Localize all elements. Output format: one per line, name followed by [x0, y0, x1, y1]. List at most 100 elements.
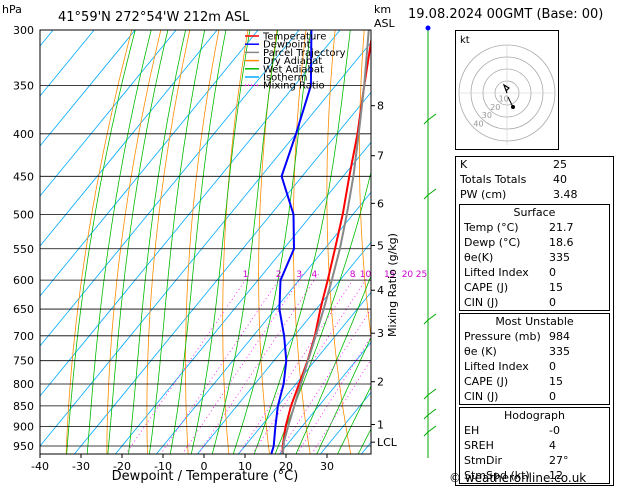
wet-adiabat-line: [169, 30, 227, 454]
km-tick-label: 5: [377, 239, 384, 252]
isotherm-line: [40, 30, 300, 347]
stat-row: CAPE (J) 15: [460, 374, 609, 389]
stat-value: 335: [549, 345, 570, 358]
asl-label: ASL: [374, 17, 396, 30]
parcel-trajectory-series: [281, 30, 370, 454]
km-tick-label: 7: [377, 150, 384, 163]
stat-label: Pressure (mb): [464, 330, 541, 343]
x-tick-label: 0: [201, 460, 208, 473]
dewpoint-series: [270, 30, 313, 454]
km-tick-label: 6: [377, 197, 384, 210]
stat-row: K 25: [456, 157, 613, 172]
stat-label: StmDir: [464, 454, 503, 467]
wind-barb: [423, 313, 437, 325]
isotherm-line: [40, 30, 136, 147]
surface-title: Surface: [513, 206, 556, 219]
isotherm-line: [278, 341, 371, 454]
isotherm-line: [40, 30, 95, 97]
stat-value: 21.7: [549, 221, 574, 234]
stat-label: StmSpd (kt): [464, 469, 530, 482]
x-tick-label: -10: [154, 460, 172, 473]
stat-row: Pressure (mb) 984: [460, 329, 609, 344]
pressure-tick-label: 600: [13, 274, 34, 287]
wet-adiabat-line: [337, 385, 371, 454]
mixing-ratio-label: 20: [402, 270, 414, 280]
hodograph-ring-label: 30: [482, 111, 492, 120]
pressure-tick-label: 300: [13, 24, 34, 37]
wet-adiabat-line: [295, 274, 371, 454]
isotherm-line: [40, 30, 259, 297]
mixing-ratio-label: 15: [384, 270, 395, 280]
x-axis-label: Dewpoint / Temperature (°C): [112, 469, 299, 484]
pressure-tick-label: 550: [13, 243, 34, 256]
km-tick-label: LCL: [377, 436, 398, 449]
stat-label: CAPE (J): [464, 375, 509, 388]
pressure-tick-label: 850: [13, 400, 34, 413]
stat-value: 3.48: [553, 188, 578, 201]
stat-label: SREH: [464, 439, 494, 452]
mixing-ratio-label: 25: [416, 270, 427, 280]
dry-adiabat-line: [623, 5, 629, 464]
temperature-axis: -40 -30 -20 -10 0 10 20 30: [31, 454, 334, 473]
km-axis: 8 7 6 5 4 3 2 1 LCL: [371, 100, 398, 449]
legend-label: Dry Adiabat: [263, 56, 322, 67]
dry-adiabat-line: [146, 30, 191, 454]
mixing-ratio-line: [238, 273, 357, 454]
hodograph-stats-box: Hodograph EH -0 SREH 4 StmDir 27° StmSpd (kt) 1…: [459, 407, 610, 484]
x-tick-label: 20: [279, 460, 293, 473]
stat-value: 27°: [549, 454, 569, 467]
isotherm-line: [40, 30, 177, 197]
km-tick-label: 8: [377, 100, 384, 113]
pressure-tick-label: 400: [13, 128, 34, 141]
km-tick-label: 1: [377, 418, 384, 431]
stat-value: 4: [549, 439, 556, 452]
legend-label: Wet Adiabat: [263, 64, 324, 75]
stat-row: EH -0: [460, 423, 609, 438]
wet-adiabat-line: [274, 170, 371, 454]
stat-value: 25: [553, 158, 567, 171]
temperature-series: [281, 35, 371, 454]
stat-label: CIN (J): [464, 296, 499, 309]
stat-value: 15: [549, 375, 563, 388]
legend-label: Isotherm: [263, 73, 307, 84]
stat-row: Totals Totals 40: [456, 172, 613, 187]
pressure-tick-label: 900: [13, 420, 34, 433]
km-tick-label: 2: [377, 376, 384, 389]
hodograph-trace: [502, 83, 510, 94]
stat-value: 40: [553, 173, 567, 186]
mixing-ratio-label: 8: [350, 270, 356, 280]
dry-adiabat-line: [326, 30, 352, 454]
x-tick-label: -20: [113, 460, 131, 473]
stat-value: 12: [549, 469, 563, 482]
pressure-tick-label: 500: [13, 208, 34, 221]
x-tick-label: -30: [72, 460, 90, 473]
stat-label: Dewp (°C): [464, 236, 521, 249]
stat-value: 15: [549, 281, 563, 294]
stat-label: θe(K): [464, 251, 494, 264]
stat-label: EH: [464, 424, 480, 437]
isotherm-line: [73, 91, 371, 454]
footer-credit: © weatheronline.co.uk: [449, 471, 587, 485]
stat-label: Totals Totals: [460, 173, 527, 186]
indices-panel: K 25 Totals Totals 40 PW (cm) 3.48 Surface Te…: [455, 156, 614, 486]
wind-barb-column: [423, 25, 437, 458]
stat-row: CAPE (J) 15: [460, 280, 609, 295]
wet-adiabat-line: [316, 336, 371, 454]
pressure-axis: 300 350 400 450 500 550 600 650 700 750 800 850 900 9…: [13, 24, 34, 453]
hpa-label: hPa: [2, 3, 22, 16]
dry-adiabat-line: [65, 30, 133, 454]
isotherm-line: [114, 141, 371, 454]
stat-label: Lifted Index: [464, 266, 529, 279]
stat-value: -0: [549, 424, 560, 437]
hodograph: kt 10 20 30 40: [455, 30, 559, 150]
mixing-ratio-labels: 1 2 3 4 8 10 15 20 25: [243, 270, 428, 280]
stat-value: 335: [549, 251, 570, 264]
wet-adiabat-line: [148, 30, 206, 454]
stat-row: SREH 4: [460, 438, 609, 453]
wind-barb: [423, 388, 437, 400]
storm-motion-line: [507, 96, 514, 108]
stat-label: CIN (J): [464, 390, 499, 403]
mixing-ratio-label: 4: [311, 270, 317, 280]
